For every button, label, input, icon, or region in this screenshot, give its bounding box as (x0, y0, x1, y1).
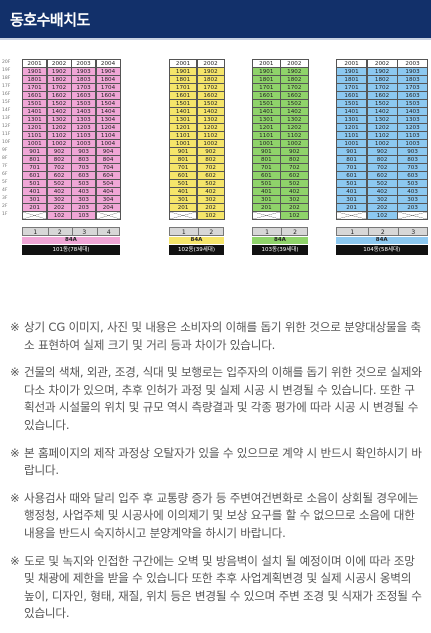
unit-cell: 102 (196, 211, 225, 220)
unit-type-label: 84A (169, 237, 224, 244)
line-separator (197, 228, 199, 236)
note-mark: ※ (10, 490, 20, 505)
note-item: ※ 상기 CG 이미지, 사진 및 내용은 소비자의 이해를 돕기 위한 것으로 … (10, 319, 424, 354)
floor-label: 8F (2, 156, 8, 161)
page-title: 동호수배치도 (10, 11, 90, 29)
unit-layout-chart: 20F 19F 18F 17F 16F 15F 14F 13F 12F 11F 10F 9F 8F 7F 6… (0, 56, 431, 301)
note-text: 본 홈페이지의 제작 과정상 오탈자가 있을 수 있으므로 계약 시 반드시 확… (24, 445, 422, 478)
building-name-label: 104동(58세대) (336, 245, 428, 255)
unit-cell: 102 (46, 211, 72, 220)
line-number: 2 (209, 229, 214, 236)
unit-cell (336, 211, 368, 220)
floor-label: 18F (2, 76, 11, 81)
line-number: 2 (57, 229, 62, 236)
line-separator (72, 228, 73, 236)
floor-label: 4F (2, 188, 8, 193)
unit-cell: 102 (280, 211, 309, 220)
floor-label: 7F (2, 164, 8, 169)
floor-label: 11F (2, 132, 11, 137)
floor-label: 3F (2, 196, 8, 201)
floor-label: 14F (2, 108, 11, 113)
floor-label: 19F (2, 68, 11, 73)
floor-label: 2F (2, 204, 8, 209)
floor-label: 20F (2, 60, 11, 65)
note-text: 건물의 색채, 외관, 조경, 식대 및 보행로는 입주자의 이해를 돕기 위한… (24, 365, 422, 432)
building-name-label: 103동(39세대) (252, 245, 308, 255)
unit-cell (252, 211, 281, 220)
floor-label: 12F (2, 124, 11, 129)
unit-cell (95, 211, 121, 220)
line-number: 3 (82, 229, 87, 236)
floor-label: 16F (2, 92, 11, 97)
line-separator (96, 228, 98, 236)
line-number: 1 (265, 229, 269, 236)
floor-label: 17F (2, 84, 11, 89)
floor-label: 15F (2, 100, 11, 105)
line-separator (281, 228, 282, 236)
line-number: 2 (293, 229, 297, 236)
unit-type-label: 84A (336, 237, 428, 244)
unit-cell (22, 211, 48, 220)
unit-cell: 102 (366, 211, 398, 220)
floor-label: 13F (2, 116, 11, 121)
floor-label: 5F (2, 180, 8, 185)
note-item: ※ 본 홈페이지의 제작 과정상 오탈자가 있을 수 있으므로 계약 시 반드시 … (10, 445, 424, 480)
line-separator (367, 228, 369, 236)
note-mark: ※ (10, 445, 20, 460)
line-number: 3 (411, 229, 416, 236)
disclaimer-notes: ※ 상기 CG 이미지, 사진 및 내용은 소비자의 이해를 돕기 위한 것으로 … (10, 319, 424, 633)
line-number: 2 (380, 229, 385, 236)
note-item: ※ 사용검사 때와 달리 입주 후 교통량 증가 등 주변여건변화로 소음이 상회… (10, 490, 424, 543)
note-text: 상기 CG 이미지, 사진 및 내용은 소비자의 이해를 돕기 위한 것으로 분… (24, 320, 421, 352)
page-header: 동호수배치도 (0, 0, 431, 38)
unit-type-label: 84A (22, 237, 120, 244)
line-number-bar: 1 2 3 4 (22, 227, 120, 236)
unit-cell (169, 211, 198, 220)
floor-label: 10F (2, 140, 11, 145)
line-separator (47, 228, 49, 236)
unit-type-label: 84A (252, 237, 308, 244)
note-text: 사용검사 때와 달리 입주 후 교통량 증가 등 주변여건변화로 소음이 상회될… (24, 490, 419, 540)
note-mark: ※ (10, 553, 20, 568)
note-item: ※ 도로 및 녹지와 인접한 구간에는 오벽 및 방음벽이 설치 될 예정이며 이… (10, 553, 424, 623)
floor-label: 1F (2, 212, 8, 217)
note-item: ※ 건물의 색채, 외관, 조경, 식대 및 보행로는 입주자의 이해를 돕기 위… (10, 364, 424, 434)
note-text: 도로 및 녹지와 인접한 구간에는 오벽 및 방음벽이 설치 될 예정이며 이에… (24, 553, 422, 621)
line-number: 1 (33, 229, 38, 236)
note-mark: ※ (10, 320, 20, 334)
line-separator (398, 228, 399, 236)
floor-label: 6F (2, 172, 8, 177)
line-number: 1 (181, 229, 186, 236)
building-name-label: 102동(39세대) (169, 245, 224, 255)
line-number: 1 (350, 229, 355, 236)
line-number-bar: 1 2 3 (336, 227, 428, 236)
floor-label: 9F (2, 148, 8, 153)
note-mark: ※ (10, 365, 20, 380)
header-divider (0, 38, 431, 40)
line-number: 4 (106, 229, 111, 236)
building-name-label: 101동(78세대) (22, 245, 120, 255)
unit-cell: 103 (71, 211, 97, 220)
unit-cell (397, 211, 429, 220)
